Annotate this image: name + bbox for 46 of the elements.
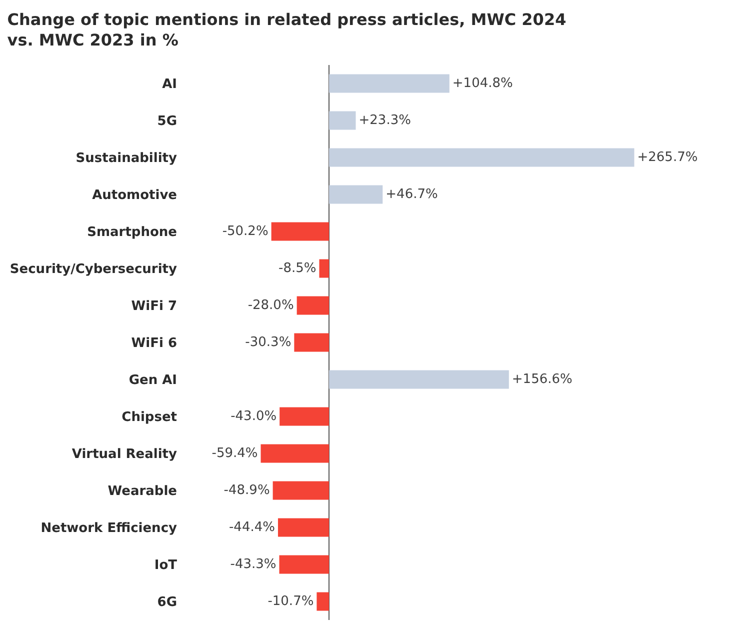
y-tick-label: Sustainability bbox=[76, 151, 178, 166]
data-label: +46.7% bbox=[386, 187, 438, 202]
bar bbox=[280, 407, 329, 426]
y-tick-label: WiFi 6 bbox=[131, 336, 177, 352]
y-tick-label: Chipset bbox=[122, 410, 177, 426]
bar bbox=[328, 185, 383, 204]
bar bbox=[296, 296, 329, 315]
data-label: -30.3% bbox=[245, 335, 292, 350]
bar bbox=[328, 148, 634, 167]
bar bbox=[294, 333, 329, 352]
y-tick-label: Automotive bbox=[92, 188, 178, 204]
data-label: -10.7% bbox=[268, 594, 314, 609]
y-tick-label: Network Efficiency bbox=[40, 521, 178, 536]
y-tick-label: WiFi 7 bbox=[131, 299, 177, 314]
data-label: -28.0% bbox=[248, 298, 294, 313]
bar bbox=[271, 222, 329, 241]
data-label: -43.0% bbox=[230, 409, 277, 424]
data-label: -48.9% bbox=[224, 483, 270, 498]
bar bbox=[328, 111, 356, 130]
y-tick-label: IoT bbox=[154, 558, 178, 574]
y-tick-label: Smartphone bbox=[87, 225, 178, 240]
y-tick-label: Virtual Reality bbox=[72, 447, 178, 462]
data-label: +104.8% bbox=[452, 76, 513, 91]
data-label: +23.3% bbox=[358, 113, 411, 128]
bar bbox=[272, 481, 329, 500]
bar bbox=[328, 370, 509, 389]
data-label: +265.7% bbox=[637, 150, 698, 165]
data-label: -59.4% bbox=[212, 446, 258, 461]
y-tick-label: 5G bbox=[157, 114, 177, 130]
y-tick-label: Wearable bbox=[108, 484, 178, 500]
y-tick-label: Gen AI bbox=[128, 373, 177, 388]
data-label: -43.3% bbox=[230, 557, 276, 572]
bar bbox=[279, 555, 329, 574]
bar bbox=[328, 74, 450, 93]
y-tick-label: Security/Cybersecurity bbox=[10, 262, 178, 278]
bar bbox=[316, 592, 329, 611]
data-label: -8.5% bbox=[278, 261, 316, 276]
chart-title: Change of topic mentions in related press articles, MWC 2024 vs. MWC 2023 in % bbox=[7, 10, 566, 50]
data-label: -50.2% bbox=[222, 224, 268, 239]
data-label: +156.6% bbox=[512, 372, 572, 387]
y-tick-label: 6G bbox=[157, 595, 177, 610]
y-tick-label: AI bbox=[162, 77, 177, 92]
bar bbox=[319, 259, 329, 278]
data-label: -44.4% bbox=[228, 520, 275, 535]
bar bbox=[278, 518, 329, 537]
bar bbox=[260, 444, 329, 463]
